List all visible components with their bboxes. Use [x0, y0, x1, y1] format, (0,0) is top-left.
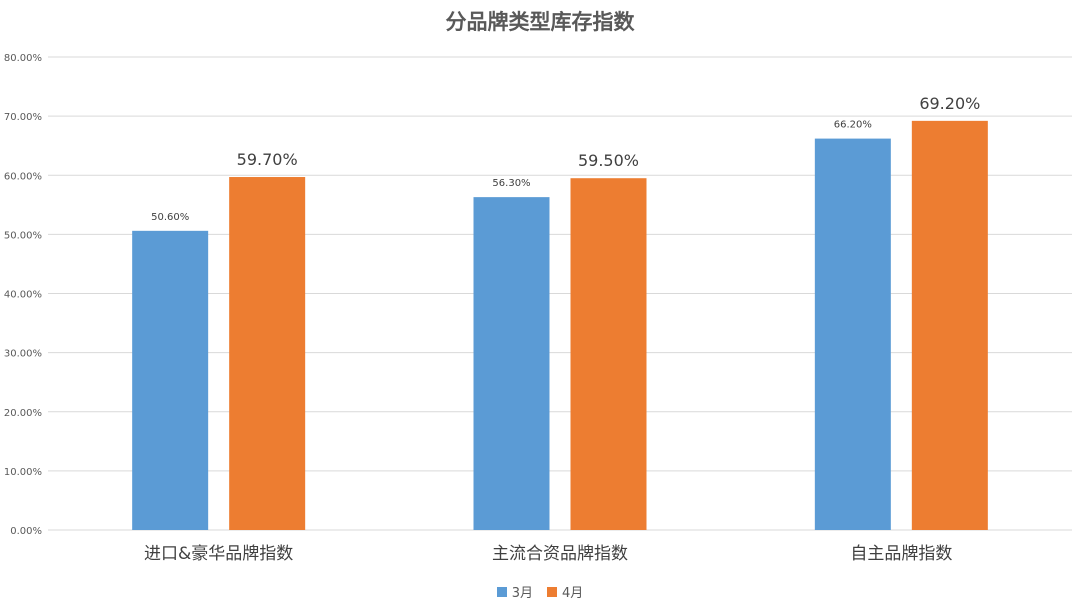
bar-march	[473, 197, 550, 530]
bar-march	[814, 138, 891, 530]
bar-april	[911, 120, 988, 530]
y-tick-label: 0.00%	[10, 526, 42, 537]
legend-item-march: 3月	[496, 582, 533, 601]
data-label: 50.60%	[151, 212, 189, 223]
y-tick-label: 20.00%	[4, 408, 42, 419]
data-label: 66.20%	[834, 120, 872, 131]
chart-title: 分品牌类型库存指数	[445, 10, 635, 34]
data-label: 69.20%	[919, 94, 980, 113]
x-tick-label: 进口&豪华品牌指数	[144, 543, 293, 564]
y-tick-label: 70.00%	[4, 112, 42, 123]
y-tick-label: 50.00%	[4, 230, 42, 241]
x-tick-label: 自主品牌指数	[850, 544, 952, 564]
x-tick-label: 主流合资品牌指数	[492, 544, 628, 564]
legend-label-march: 3月	[511, 586, 533, 601]
y-tick-label: 80.00%	[4, 53, 42, 64]
data-label: 56.30%	[492, 178, 530, 189]
legend-swatch-march	[496, 586, 507, 597]
y-tick-label: 30.00%	[4, 349, 42, 360]
bar-march	[132, 230, 209, 530]
y-tick-label: 10.00%	[4, 467, 42, 478]
data-label: 59.50%	[578, 151, 639, 170]
legend-swatch-april	[547, 586, 557, 597]
y-tick-label: 40.00%	[4, 290, 42, 301]
data-label: 59.70%	[237, 150, 298, 169]
y-tick-label: 60.00%	[4, 171, 42, 182]
legend-item-april: 4月	[547, 582, 583, 601]
bar-april	[570, 178, 647, 531]
bar-april	[229, 177, 306, 530]
legend: 3月 4月	[0, 582, 1080, 601]
legend-label-april: 4月	[562, 586, 584, 601]
